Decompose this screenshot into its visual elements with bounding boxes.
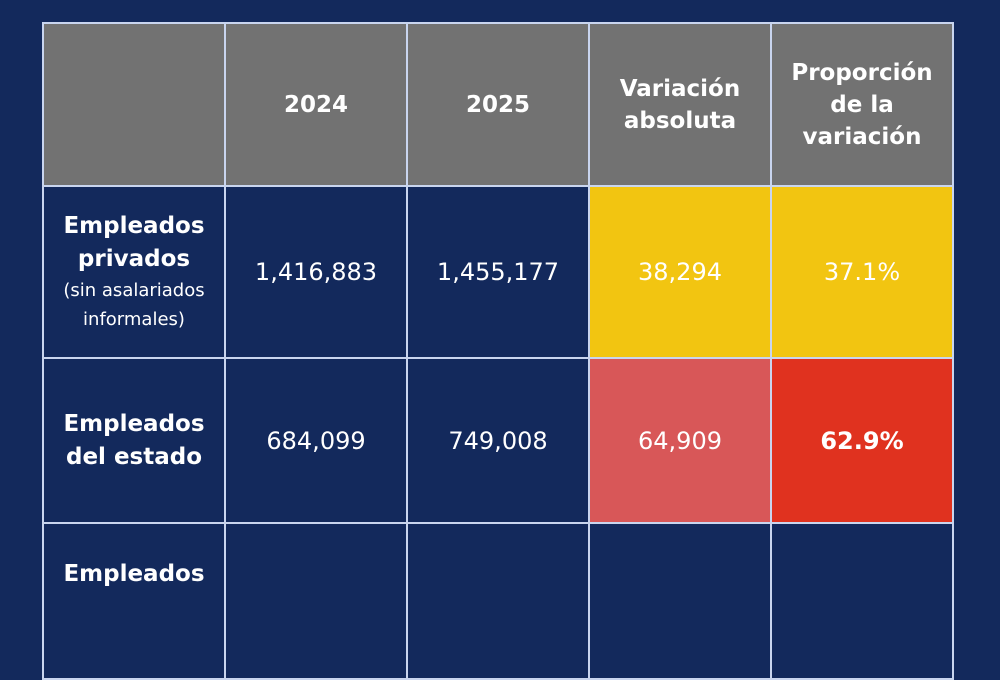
cell-proporcion: 37.1% [770,185,954,359]
cell-variacion-absoluta: 64,909 [588,357,772,524]
cell-2025: 749,008 [406,357,590,524]
row-label: Empleados privados (sin asalariados infor… [42,185,226,359]
header-variacion-absoluta: Variación absoluta [588,22,772,187]
cell-variacion-absoluta: 38,294 [588,185,772,359]
cell-2024: 684,099 [224,357,408,524]
cell-2024: 1,416,883 [224,185,408,359]
row-sublabel: (sin asalariados informales) [63,280,205,330]
row-label: Empleados [42,522,226,680]
table-row: Empleados [42,522,954,680]
employment-table: 2024 2025 Variación absoluta Proporción … [42,22,954,680]
header-empty [42,22,226,187]
row-label-text: Empleados privados [63,213,205,272]
header-proporcion: Proporción de la variación [770,22,954,187]
header-2024: 2024 [224,22,408,187]
cell-2025: 1,455,177 [406,185,590,359]
table-row: Empleados privados (sin asalariados infor… [42,185,954,359]
header-row: 2024 2025 Variación absoluta Proporción … [42,22,954,187]
cell-2025 [406,522,590,680]
cell-proporcion: 62.9% [770,357,954,524]
cell-2024 [224,522,408,680]
cell-variacion-absoluta [588,522,772,680]
row-label: Empleados del estado [42,357,226,524]
cell-proporcion [770,522,954,680]
header-2025: 2025 [406,22,590,187]
table-row: Empleados del estado 684,099 749,008 64,… [42,357,954,524]
